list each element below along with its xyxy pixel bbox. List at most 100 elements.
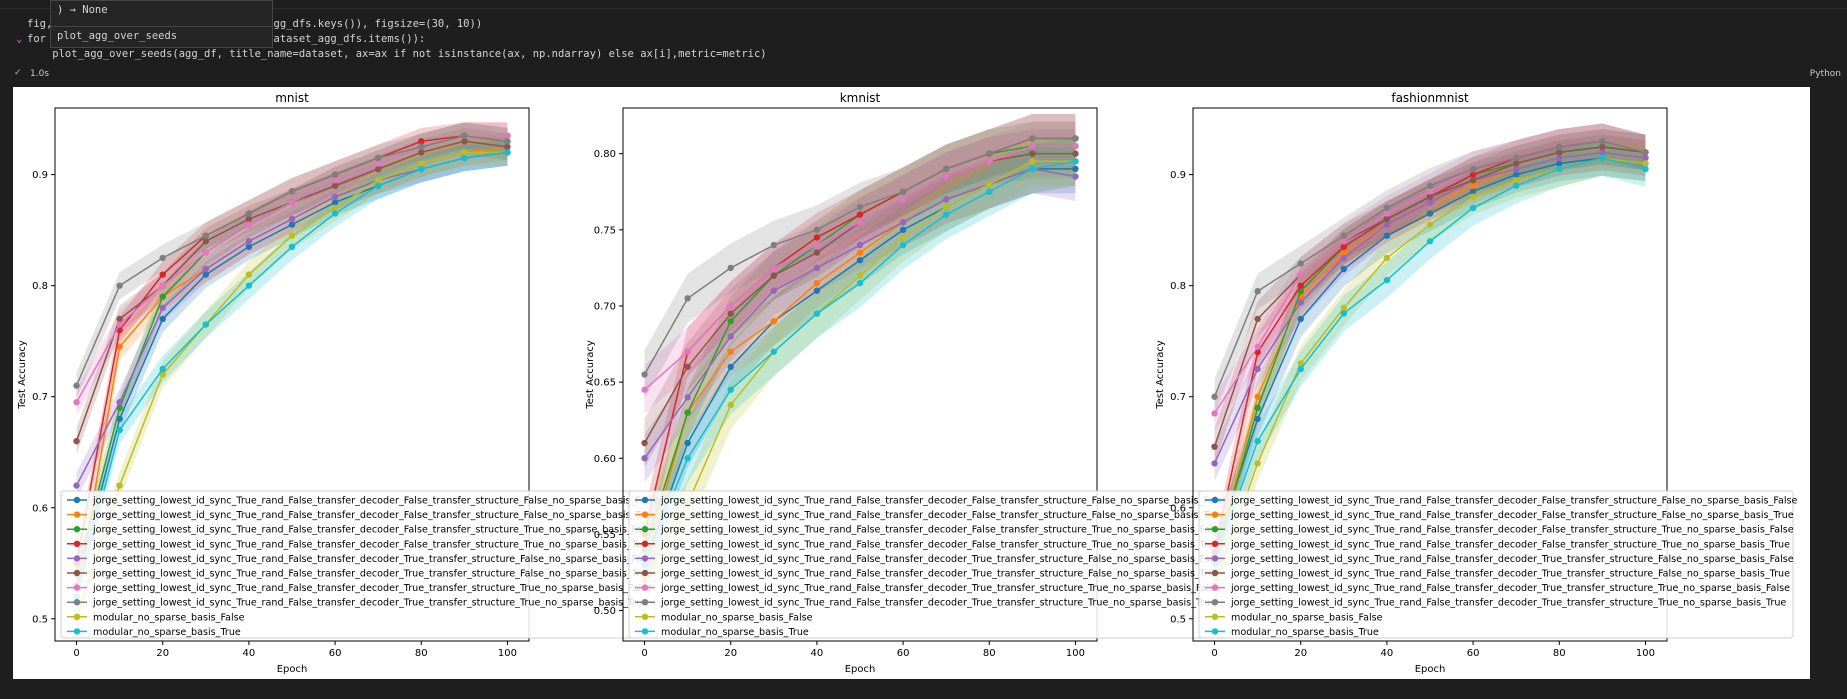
legend-marker — [73, 496, 81, 504]
data-point — [899, 219, 907, 226]
code-cell-editor[interactable]: fig, ax = plt.subplots(1, len(dataset_ag… — [0, 0, 1847, 65]
legend-marker — [641, 526, 649, 533]
data-point — [288, 199, 296, 206]
data-point — [899, 196, 907, 203]
data-point — [1426, 199, 1434, 206]
data-point — [770, 272, 778, 279]
legend-label: jorge_setting_lowest_id_sync_True_rand_F… — [1230, 539, 1790, 550]
legend-label: jorge_setting_lowest_id_sync_True_rand_F… — [92, 583, 652, 594]
legend-marker — [73, 526, 81, 533]
legend-marker — [1211, 599, 1219, 606]
data-point — [1254, 349, 1261, 356]
legend-marker — [1211, 540, 1219, 547]
data-point — [1383, 254, 1391, 262]
axes-frame — [622, 107, 1098, 642]
hover-function-name: plot_agg_over_seeds — [57, 30, 178, 42]
data-point — [1297, 365, 1304, 373]
data-point — [1383, 210, 1391, 217]
data-point — [1383, 204, 1391, 212]
legend-label: jorge_setting_lowest_id_sync_True_rand_F… — [92, 525, 656, 536]
legend-label: jorge_setting_lowest_id_sync_True_rand_F… — [660, 496, 1228, 507]
legend-label: modular_no_sparse_basis_False — [1231, 612, 1383, 623]
legend-marker — [641, 496, 649, 504]
data-point — [1297, 271, 1304, 278]
legend-label: jorge_setting_lowest_id_sync_True_rand_F… — [92, 510, 656, 521]
data-point — [1642, 154, 1649, 162]
data-point — [1512, 176, 1520, 184]
data-point — [331, 182, 339, 189]
data-point — [159, 365, 166, 373]
data-point — [1297, 315, 1304, 323]
code-line-3[interactable]: plot_agg_over_seeds(agg_df, title_name=d… — [27, 48, 767, 60]
data-point — [1254, 315, 1261, 323]
x-tick-label: 40 — [243, 648, 256, 659]
x-tick-label: 20 — [156, 648, 169, 659]
data-point — [1211, 460, 1218, 467]
x-tick-label: 20 — [1294, 648, 1307, 659]
data-point — [331, 199, 339, 206]
data-point — [504, 138, 511, 145]
data-point — [374, 182, 382, 189]
data-point — [245, 238, 253, 245]
data-point — [1211, 393, 1218, 400]
legend-marker — [73, 540, 81, 547]
data-point — [1211, 410, 1218, 417]
y-tick-label: 0.6 — [32, 503, 48, 514]
data-point — [641, 386, 648, 393]
cell-status-bar: ✓ 1.0s Python — [0, 66, 1847, 81]
data-point — [1254, 365, 1261, 373]
data-point — [1426, 182, 1434, 189]
chart-fashionmnist: 0 20 40 60 80 100 0.5 0.6 0.7 0.8 0.9 fashionmnist E… — [1155, 91, 1798, 675]
data-point — [1072, 165, 1079, 173]
legend-marker — [641, 628, 649, 635]
data-point — [1297, 282, 1304, 289]
data-point — [727, 363, 734, 371]
data-point — [374, 165, 382, 173]
data-point — [1512, 171, 1520, 178]
x-tick-label: 100 — [498, 648, 517, 659]
data-point — [159, 304, 166, 312]
data-point — [331, 204, 339, 212]
legend-marker — [1211, 496, 1219, 504]
data-point — [202, 249, 210, 256]
legend-marker — [73, 599, 81, 606]
data-point — [504, 143, 511, 151]
y-tick-label: 0.55 — [594, 530, 616, 541]
data-point — [116, 426, 123, 434]
legend-marker — [73, 613, 81, 620]
data-point — [684, 295, 691, 302]
data-point — [159, 282, 166, 289]
confidence-band — [644, 136, 1076, 590]
confidence-band — [644, 136, 1076, 605]
legend-marker — [641, 584, 649, 591]
data-point — [1469, 165, 1477, 173]
y-tick-label: 0.8 — [32, 281, 48, 292]
legend-marker — [73, 511, 81, 518]
x-axis-label: Epoch — [277, 664, 308, 675]
legend-label: jorge_setting_lowest_id_sync_True_rand_F… — [92, 569, 652, 580]
data-point — [1426, 193, 1434, 201]
data-point — [418, 143, 425, 151]
data-point — [418, 138, 425, 145]
legend-label: jorge_setting_lowest_id_sync_True_rand_F… — [660, 539, 1220, 550]
legend-label: jorge_setting_lowest_id_sync_True_rand_F… — [92, 598, 648, 609]
data-point — [116, 415, 123, 423]
fold-chevron-icon[interactable]: ⌄ — [16, 33, 23, 45]
x-tick-label: 0 — [641, 648, 647, 659]
language-indicator[interactable]: Python — [1809, 69, 1841, 79]
data-point — [331, 176, 339, 184]
data-point — [727, 386, 734, 393]
y-tick-label: 0.9 — [32, 170, 48, 181]
data-point — [770, 348, 778, 355]
y-tick-label: 0.75 — [594, 225, 616, 236]
hover-divider — [51, 26, 272, 27]
data-point — [116, 282, 123, 289]
legend-label: jorge_setting_lowest_id_sync_True_rand_F… — [1230, 583, 1790, 594]
y-axis-label: Test Accuracy — [1155, 340, 1166, 410]
data-point — [1340, 254, 1348, 262]
data-point — [942, 196, 950, 203]
data-point — [116, 315, 123, 323]
y-tick-label: 0.50 — [594, 606, 616, 617]
data-point — [813, 226, 821, 234]
data-point — [1340, 243, 1348, 251]
